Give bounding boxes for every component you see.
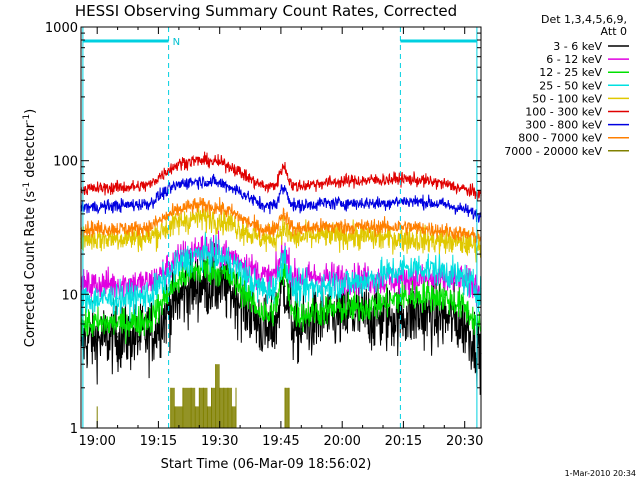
- series-8-block-12: [223, 387, 228, 428]
- series-8-block-3: [182, 387, 192, 428]
- series-7: [80, 197, 482, 244]
- series-5-point-16: [280, 168, 282, 170]
- timestamp: 1-Mar-2010 20:34: [565, 469, 636, 478]
- legend-label-6: 300 - 800 keV: [525, 119, 602, 132]
- series-8-block-14: [231, 406, 236, 428]
- series-0-trace: [80, 243, 482, 395]
- y-axis-label-exp2: -1: [22, 114, 32, 123]
- legend-label-0: 3 - 6 keV: [553, 40, 602, 53]
- series-7-point-17: [284, 213, 286, 215]
- x-tick-label-1: 19:15: [140, 434, 177, 449]
- series-8-block-7: [203, 387, 208, 428]
- legend-header-1: Att 0: [601, 25, 627, 38]
- y-axis-label-mid: detector: [23, 122, 38, 182]
- series-8-block-16: [285, 387, 290, 428]
- series-8-block-10: [215, 364, 220, 428]
- y-axis-label: Corrected Count Rate (s-1 detector-1): [22, 109, 38, 347]
- y-tick-label-2: 100: [53, 155, 78, 170]
- series-8-block-9: [211, 387, 216, 428]
- series-8-block-2: [174, 406, 183, 428]
- y-axis-label-close: ): [23, 109, 38, 114]
- series-8-block-1: [170, 387, 175, 428]
- axes: 19:00 19:15 19:30 19:45 20:00 20:15 20:30 1 10 10…: [45, 21, 484, 449]
- legend-label-5: 100 - 300 keV: [525, 106, 602, 119]
- legend-header-0: Det 1,3,4,5,6,9,: [541, 13, 627, 26]
- night-marker-label-0: N: [173, 37, 180, 48]
- series-6-point-9: [206, 180, 208, 182]
- x-tick-label-2: 19:30: [201, 434, 238, 449]
- legend-label-7: 800 - 7000 keV: [518, 132, 602, 145]
- legend-label-1: 6 - 12 keV: [546, 53, 602, 66]
- legend-label-3: 25 - 50 keV: [539, 79, 602, 92]
- x-axis-label: Start Time (06-Mar-09 18:56:02): [161, 457, 372, 472]
- legend-label-4: 50 - 100 keV: [532, 92, 602, 105]
- series-5: [80, 151, 482, 201]
- series-3-point-11: [231, 262, 233, 265]
- series-3-point-26: [423, 267, 425, 269]
- series-3-trace: [80, 231, 482, 322]
- x-tick-label-6: 20:30: [446, 434, 483, 449]
- series-8-block-5: [195, 406, 200, 428]
- series-6-trace: [80, 173, 482, 223]
- x-tick-label-5: 20:15: [385, 434, 422, 449]
- series-8: [96, 364, 290, 428]
- series-4-trace: [80, 204, 482, 263]
- x-tick-label-0: 19:00: [78, 434, 115, 449]
- series-0: [80, 243, 482, 395]
- plot-content: N: [80, 27, 482, 428]
- series-3-point-13: [255, 285, 257, 287]
- legend-label-8: 7000 - 20000 keV: [504, 145, 602, 158]
- series-8-block-8: [207, 406, 212, 428]
- overlay-lines: N: [82, 27, 478, 428]
- legend-label-2: 12 - 25 keV: [539, 66, 602, 79]
- series-4: [80, 204, 482, 263]
- x-tick-label-4: 20:00: [323, 434, 360, 449]
- y-tick-label-1: 10: [61, 288, 78, 303]
- series-8-block-13: [227, 387, 232, 428]
- x-tick-label-3: 19:45: [262, 434, 299, 449]
- series-8-block-11: [219, 387, 224, 428]
- chart-title: HESSI Observing Summary Count Rates, Cor…: [75, 2, 457, 20]
- y-axis-label-main: Corrected Count Rate (s: [23, 191, 38, 348]
- y-axis-label-exp1: -1: [22, 182, 32, 191]
- series-8-block-4: [191, 387, 196, 428]
- series-7-trace: [80, 197, 482, 244]
- series-8-block-6: [199, 387, 204, 428]
- series-5-trace: [80, 151, 482, 201]
- y-tick-label-0: 1: [70, 422, 78, 437]
- y-tick-label-3: 1000: [45, 21, 78, 36]
